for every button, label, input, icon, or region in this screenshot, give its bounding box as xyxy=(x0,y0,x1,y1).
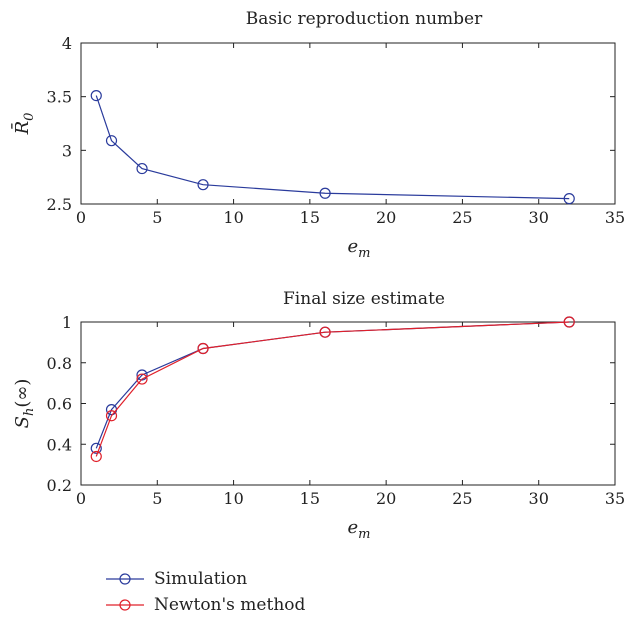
x-tick-label: 10 xyxy=(223,208,243,227)
plot-frame xyxy=(80,321,616,486)
y-tick-label: 0.8 xyxy=(47,354,72,373)
legend-label-newton: Newton's method xyxy=(154,595,306,615)
data-point xyxy=(563,193,575,205)
data-point xyxy=(90,89,102,102)
x-tick-label: 5 xyxy=(152,489,162,508)
x-tick-label: 30 xyxy=(529,208,549,227)
y-tick-label: 0.6 xyxy=(47,395,72,414)
y-tick-label: 0.2 xyxy=(47,476,72,495)
data-point xyxy=(319,187,331,199)
x-axis-label-subscript: m xyxy=(358,246,370,261)
x-axis-label: em xyxy=(348,517,371,542)
chart-title: Basic reproduction number xyxy=(246,9,483,29)
y-axis-label: Sh(∞) xyxy=(12,379,37,429)
x-axis-label-base: e xyxy=(348,517,359,538)
data-point xyxy=(563,316,575,328)
y-axis-label-subscript: 0 xyxy=(22,113,37,121)
x-tick-label: 25 xyxy=(452,208,472,227)
legend-item-newton: Newton's method xyxy=(106,592,305,618)
x-tick-label: 15 xyxy=(300,489,320,508)
x-axis-label-text: em xyxy=(348,517,371,542)
x-tick-label: 25 xyxy=(452,489,472,508)
y-axis-label-base: R̄ xyxy=(10,121,33,136)
legend-sample-simulation xyxy=(106,573,144,585)
data-point xyxy=(197,179,209,191)
x-tick-label: 5 xyxy=(152,208,162,227)
y-tick-label: 0.4 xyxy=(47,435,72,454)
chart-title: Final size estimate xyxy=(283,289,445,309)
data-point xyxy=(319,326,331,338)
x-axis-label-subscript: m xyxy=(358,527,370,542)
x-tick-label: 0 xyxy=(76,489,86,508)
y-tick-label: 4 xyxy=(62,34,72,53)
x-tick-label: 35 xyxy=(605,489,625,508)
data-point xyxy=(197,342,209,355)
x-tick-label: 15 xyxy=(300,208,320,227)
series-line xyxy=(95,95,570,200)
x-axis-label-base: e xyxy=(348,236,359,257)
y-tick-label: 3.5 xyxy=(47,88,72,107)
series-line xyxy=(95,321,570,457)
x-tick-label: 20 xyxy=(376,489,396,508)
x-tick-label: 30 xyxy=(529,489,549,508)
legend: Simulation Newton's method xyxy=(106,566,305,618)
y-tick-label: 3 xyxy=(62,141,72,160)
y-tick-label: 2.5 xyxy=(47,195,72,214)
y-axis-label-text: Sh(∞) xyxy=(12,379,37,429)
x-tick-label: 0 xyxy=(76,208,86,227)
data-point xyxy=(136,162,148,175)
x-axis-label-text: em xyxy=(348,236,371,261)
data-point xyxy=(105,410,118,422)
plot-frame xyxy=(80,42,616,205)
chart-final-size-estimate: Final size estimate Sh(∞) em 0 5 10 15 20 25 3… xyxy=(12,289,625,542)
x-tick-label: 35 xyxy=(605,208,625,227)
y-axis-label: R̄0 xyxy=(10,113,37,136)
data-point xyxy=(90,442,102,454)
legend-label-simulation: Simulation xyxy=(154,569,248,589)
x-axis-label: em xyxy=(348,236,371,261)
data-point xyxy=(90,450,102,463)
y-axis-label-subscript: h xyxy=(22,408,37,416)
data-point xyxy=(136,373,148,385)
figure: Basic reproduction number R̄0 em 0 5 10 15 2… xyxy=(10,9,625,542)
y-tick-label: 1 xyxy=(62,313,72,332)
x-tick-label: 10 xyxy=(223,489,243,508)
x-tick-label: 20 xyxy=(376,208,396,227)
y-axis-label-suffix: (∞) xyxy=(12,379,33,408)
series-line xyxy=(95,321,570,449)
y-axis-label-base: S xyxy=(12,416,33,428)
data-point xyxy=(105,135,118,147)
chart-basic-reproduction-number: Basic reproduction number R̄0 em 0 5 10 15 2… xyxy=(10,9,625,261)
y-axis-label-text: R̄0 xyxy=(10,113,37,136)
legend-sample-newton xyxy=(106,599,144,611)
legend-item-simulation: Simulation xyxy=(106,566,305,592)
